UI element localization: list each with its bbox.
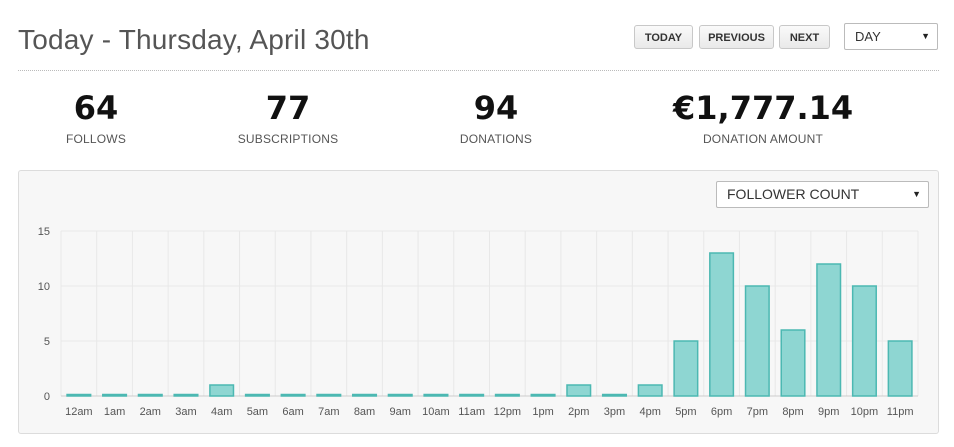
x-tick-label: 1pm <box>532 406 553 418</box>
y-tick-label: 5 <box>44 336 50 348</box>
bar[interactable] <box>530 393 556 397</box>
today-button[interactable]: TODAY <box>634 25 693 49</box>
page-title: Today - Thursday, April 30th <box>18 24 370 55</box>
stat-label: DONATION AMOUNT <box>702 132 824 146</box>
x-tick-label: 6pm <box>711 406 732 418</box>
bar[interactable] <box>102 393 128 397</box>
stat-value: 64 <box>73 89 119 127</box>
bar[interactable] <box>459 393 485 397</box>
dropdown-arrow-icon: ▼ <box>912 189 921 199</box>
stat-subscriptions: 77 SUBSCRIPTIONS <box>218 88 358 146</box>
x-tick-label: 10pm <box>851 406 879 418</box>
stat-value: €1,777.14 <box>673 89 854 127</box>
bar[interactable] <box>566 384 592 397</box>
bar[interactable] <box>494 393 520 397</box>
x-tick-label: 3pm <box>604 406 625 418</box>
stat-value: 94 <box>473 89 519 127</box>
bar[interactable] <box>66 393 92 397</box>
x-tick-label: 7pm <box>747 406 768 418</box>
x-tick-label: 8am <box>354 406 375 418</box>
chart-panel: FOLLOWER COUNT ▼ 0 5 10 15 12am 1am 2am 3am 4am 5… <box>18 170 939 434</box>
bar[interactable] <box>173 393 199 397</box>
y-tick-label: 15 <box>38 226 50 238</box>
stat-label: FOLLOWS <box>65 132 127 146</box>
x-tick-label: 6am <box>282 406 303 418</box>
x-tick-label: 4am <box>211 406 232 418</box>
x-tick-label: 1am <box>104 406 125 418</box>
stats-row: 64 FOLLOWS 77 SUBSCRIPTIONS 94 DONATIONS… <box>0 88 954 158</box>
x-tick-label: 5am <box>247 406 268 418</box>
previous-button[interactable]: PREVIOUS <box>699 25 774 49</box>
bar[interactable] <box>851 285 877 397</box>
bar[interactable] <box>673 340 699 397</box>
x-tick-label: 4pm <box>639 406 660 418</box>
next-button[interactable]: NEXT <box>779 25 830 49</box>
x-tick-label: 9am <box>390 406 411 418</box>
x-tick-label: 10am <box>422 406 450 418</box>
stat-label: SUBSCRIPTIONS <box>237 132 339 146</box>
x-tick-label: 9pm <box>818 406 839 418</box>
bar[interactable] <box>637 384 663 397</box>
stat-donations: 94 DONATIONS <box>436 88 556 146</box>
x-tick-label: 2pm <box>568 406 589 418</box>
metric-select-value: FOLLOWER COUNT <box>727 186 860 202</box>
bar[interactable] <box>316 393 342 397</box>
bar[interactable] <box>351 393 378 397</box>
x-tick-label: 11pm <box>887 406 914 418</box>
bar[interactable] <box>209 384 235 397</box>
bar[interactable] <box>244 393 270 397</box>
bar[interactable] <box>601 393 628 397</box>
follower-bar-chart: 0 5 10 15 12am 1am 2am 3am 4am 5am 6am 7am 8am 9am 10a… <box>38 226 919 418</box>
y-tick-label: 0 <box>44 391 50 403</box>
header: Today - Thursday, April 30th TODAY PREVI… <box>18 0 939 71</box>
bar[interactable] <box>887 340 913 397</box>
stat-value: 77 <box>265 89 311 127</box>
metric-select[interactable]: FOLLOWER COUNT ▼ <box>716 181 929 208</box>
stat-label: DONATIONS <box>459 132 533 146</box>
bar[interactable] <box>280 393 306 397</box>
x-tick-label: 5pm <box>675 406 696 418</box>
x-tick-label: 8pm <box>782 406 803 418</box>
stat-follows: 64 FOLLOWS <box>46 88 146 146</box>
bar[interactable] <box>137 393 163 397</box>
bar[interactable] <box>709 252 735 397</box>
bar[interactable] <box>423 393 449 397</box>
x-tick-label: 11am <box>458 406 485 418</box>
range-select-value: DAY <box>855 29 881 44</box>
x-tick-label: 2am <box>140 406 161 418</box>
bar[interactable] <box>780 329 806 397</box>
bar[interactable] <box>744 285 770 397</box>
x-tick-label: 3am <box>175 406 196 418</box>
bar[interactable] <box>816 263 842 397</box>
bar[interactable] <box>387 393 413 397</box>
x-tick-label: 12am <box>65 406 93 418</box>
x-tick-label: 7am <box>318 406 339 418</box>
range-select[interactable]: DAY ▼ <box>844 23 938 50</box>
dropdown-arrow-icon: ▼ <box>921 31 930 41</box>
x-tick-label: 12pm <box>494 406 522 418</box>
y-tick-label: 10 <box>38 281 50 293</box>
stat-donation-amount: €1,777.14 DONATION AMOUNT <box>673 88 853 146</box>
